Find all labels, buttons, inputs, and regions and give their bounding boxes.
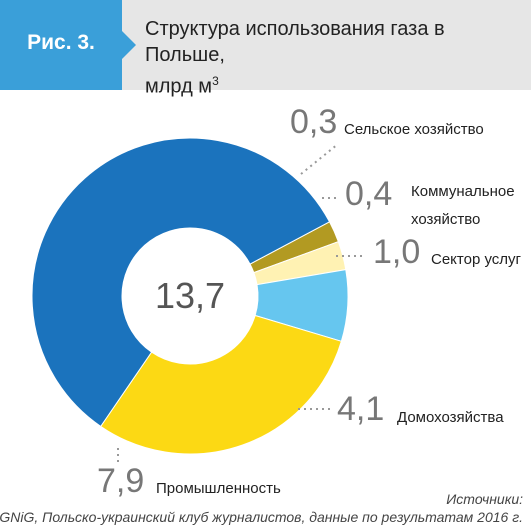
figure-label: Рис. 3. (27, 31, 95, 54)
title-unit: млрд м (145, 75, 213, 98)
title-unit-superscript: 3 (212, 74, 219, 88)
figure-tab: Рис. 3. (0, 0, 136, 90)
chart-title: Структура использования газа в Польше, м… (145, 16, 525, 100)
donut-center-total: 13,7 (155, 275, 225, 316)
sources-text: PGNiG, Польско-украинский клуб журналист… (0, 509, 523, 525)
value-label-сельское-хозяйство: 0,3 (290, 103, 337, 141)
slice-домохозяйства (100, 314, 342, 455)
title-main: Структура использования газа в Польше, (145, 18, 445, 66)
category-label-коммунальное-хозяйство-line-1: Коммунальное (411, 183, 515, 200)
category-label-сельское-хозяйство: Сельское хозяйство (344, 121, 484, 138)
value-label-сектор-услуг: 1,0 (373, 233, 420, 271)
leader-line-сельское-хозяйство (300, 143, 339, 175)
category-label-промышленность: Промышленность (156, 480, 281, 497)
category-label-коммунальное-хозяйство-line-2: хозяйство (411, 211, 480, 228)
sources-title: Источники: (446, 491, 523, 507)
value-label-коммунальное-хозяйство: 0,4 (345, 175, 392, 213)
leader-lines (117, 143, 366, 466)
category-label-домохозяйства: Домохозяйства (397, 409, 504, 426)
value-label-домохозяйства: 4,1 (337, 390, 384, 428)
donut-hole (122, 228, 258, 364)
category-label-сектор-услуг: Сектор услуг (431, 251, 522, 268)
slice-labels: 0,3 Сельское хозяйство 0,4 Коммунальное хозя… (97, 103, 522, 500)
value-label-промышленность: 7,9 (97, 462, 144, 500)
donut-slices (31, 137, 349, 455)
